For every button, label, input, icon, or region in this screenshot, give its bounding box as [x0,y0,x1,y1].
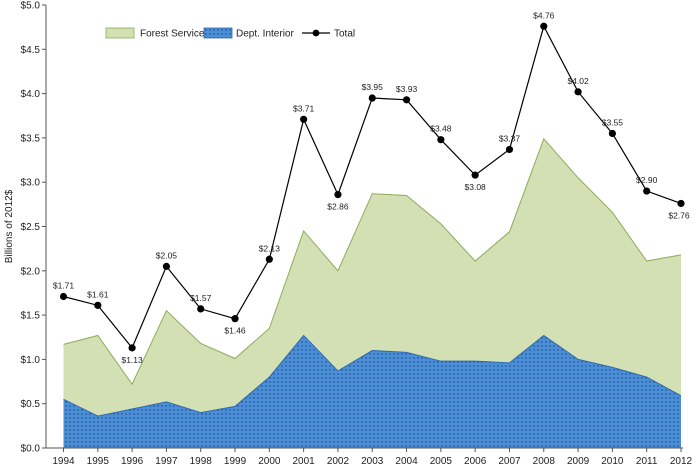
forest-service-edge [63,137,682,386]
total-data-label: $3.55 [602,117,624,127]
y-tick-label: $1.0 [21,355,41,366]
total-data-label: $1.71 [53,280,75,290]
total-point [300,115,308,123]
x-tick-label: 2009 [567,456,590,467]
total-point [402,96,411,104]
x-tick-label: 2010 [601,456,624,467]
legend-label-forest-service: Forest Service [140,29,205,40]
total-data-label: $2.86 [327,202,349,212]
forest-service-area [63,138,681,417]
total-data-label: $1.46 [224,326,246,336]
x-tick-label: 2001 [293,456,316,467]
x-tick-label: 2002 [327,456,350,467]
total-point [231,315,239,323]
x-tick-label: 1999 [224,456,247,467]
total-data-label: $3.95 [362,82,384,92]
total-data-label: $2.05 [156,250,178,260]
total-data-label: $4.76 [533,10,555,20]
dept-interior-edge [63,334,682,417]
total-point [505,145,514,154]
y-tick-label: $4.5 [21,45,41,56]
y-tick-label: $2.0 [21,266,41,277]
y-tick-label: $3.5 [21,133,41,144]
total-data-label: $1.57 [190,293,212,303]
total-point [162,262,171,270]
total-point [608,129,616,138]
total-data-label: $3.71 [293,103,315,113]
legend-swatch-forest-service [105,27,135,39]
x-tick-label: 2000 [258,456,281,467]
total-data-label: $3.93 [396,84,418,94]
y-tick-label: $5.0 [21,1,41,12]
total-point [368,94,376,102]
total-data-label: $2.13 [259,243,281,253]
x-tick-label: 1997 [155,456,178,467]
areas-layer [63,137,682,448]
total-point [59,292,68,301]
total-point [643,187,651,195]
x-tick-label: 1994 [52,456,75,467]
y-axis-label: Billions of 2012$ [4,189,15,263]
total-data-label: $2.90 [636,175,658,185]
total-data-label: $3.48 [430,124,452,134]
x-tick-label: 2008 [533,456,556,467]
total-data-label: $2.76 [668,210,690,220]
y-tick-label: $3.0 [21,178,41,189]
x-tick-label: 2004 [395,456,418,467]
total-point [128,344,136,352]
x-tick-label: 2011 [636,456,658,467]
total-point [197,305,205,313]
total-point [471,171,479,179]
total-data-label: $3.08 [465,182,487,192]
x-tick-label: 2012 [670,456,693,467]
total-point [677,199,685,208]
total-point [334,191,342,199]
x-tick-label: 1995 [87,456,110,467]
total-point [94,301,102,309]
total-data-label: $3.37 [499,133,521,143]
legend-marker-total [312,29,320,37]
total-data-label: $1.13 [121,355,143,365]
total-point [437,136,445,144]
x-tick-label: 1996 [121,456,144,467]
legend-label-dept-interior: Dept. Interior [236,29,294,40]
dept-interior-area [63,335,681,448]
total-point [574,88,582,96]
total-line-layer [59,22,685,352]
x-tick-label: 2003 [361,456,384,467]
total-data-label: $1.61 [87,289,109,299]
legend-swatch-dept-interior [203,27,233,39]
y-tick-label: $4.0 [21,89,41,100]
y-tick-label: $2.5 [21,222,41,233]
total-data-label: $4.02 [567,76,589,86]
x-tick-label: 2006 [464,456,487,467]
x-tick-label: 2007 [498,456,521,467]
x-tick-label: 1998 [190,456,213,467]
axes-layer: $0.0 $0.5 $1.0 $1.5 $2.0 $2.5 $3.0 $3.5 $4.0 $4.5… [21,1,693,467]
y-tick-label: $0.5 [21,399,41,410]
data-labels-layer: $1.71 $1.61 $1.13 $2.05 $1.57 $1.46 $2.13 $3.71… [53,10,690,365]
legend: Forest Service Dept. Interior Total [105,27,355,40]
x-tick-label: 2005 [430,456,453,467]
legend-label-total: Total [334,29,355,40]
y-tick-label: $0.0 [21,444,41,455]
y-tick-label: $1.5 [21,311,41,322]
total-point [265,255,273,263]
total-point [540,22,548,30]
